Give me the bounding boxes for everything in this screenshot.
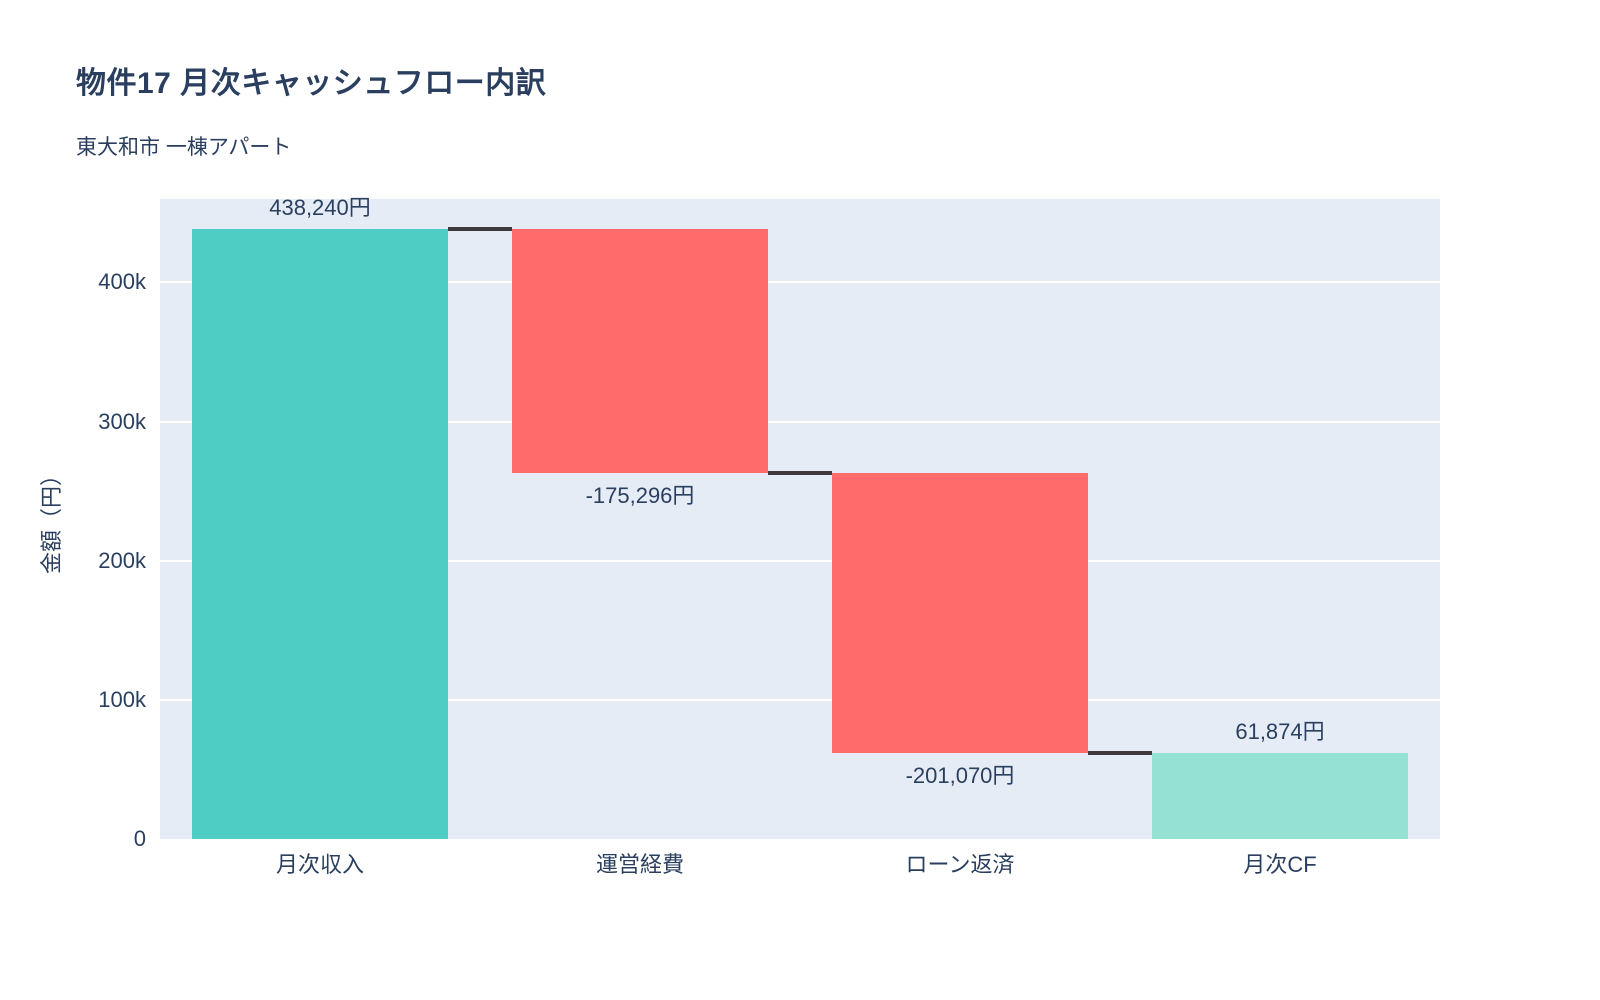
chart-title: 物件17 月次キャッシュフロー内訳 (76, 67, 547, 100)
y-tick-label: 200k (98, 547, 146, 573)
waterfall-bar-3[interactable] (1152, 752, 1408, 839)
gridline (160, 698, 1440, 701)
connector-line (768, 471, 832, 476)
connector-line (1088, 750, 1152, 755)
waterfall-bar-2[interactable] (832, 473, 1088, 753)
y-tick-label: 0 (133, 826, 146, 851)
bar-value-label: 61,874円 (1235, 718, 1325, 744)
bar-value-label: 438,240円 (269, 195, 371, 221)
plot-area (160, 199, 1440, 839)
bar-value-label: -201,070円 (905, 762, 1015, 788)
waterfall-bar-1[interactable] (512, 229, 768, 474)
gridline (160, 281, 1440, 284)
y-tick-label: 400k (98, 269, 146, 295)
connector-line (448, 227, 512, 232)
bar-value-label: -175,296円 (585, 483, 695, 509)
gridline (160, 420, 1440, 423)
y-tick-label: 100k (98, 686, 146, 712)
gridline (160, 559, 1440, 562)
chart-subtitle: 東大和市 一棟アパート (76, 136, 292, 159)
x-category-label: 運営経費 (595, 852, 684, 877)
y-tick-label: 300k (98, 408, 146, 434)
x-category-label: 月次収入 (275, 852, 364, 877)
waterfall-bar-0[interactable] (192, 229, 448, 839)
x-category-label: 月次CF (1243, 852, 1317, 877)
x-category-label: ローン返済 (905, 852, 1015, 877)
